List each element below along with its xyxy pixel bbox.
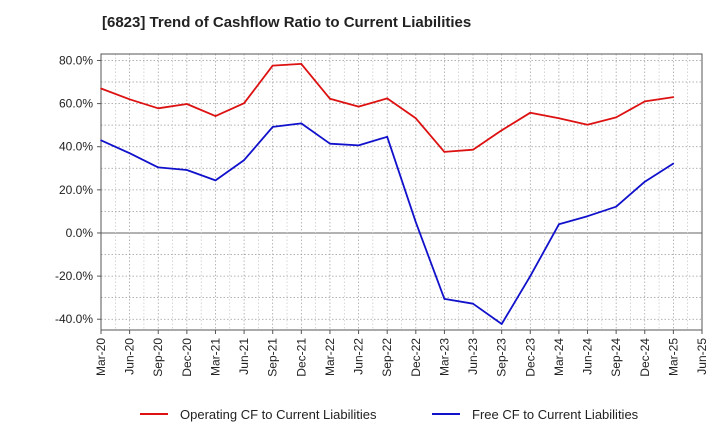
data-point — [386, 136, 388, 138]
data-point — [529, 111, 532, 114]
x-tick-label: Mar-22 — [323, 338, 337, 376]
data-point — [415, 221, 417, 223]
x-tick-label: Jun-24 — [581, 338, 595, 375]
x-tick-label: Jun-25 — [695, 338, 709, 375]
y-tick-label: 80.0% — [59, 53, 93, 67]
x-tick-label: Jun-20 — [123, 338, 137, 375]
data-point — [271, 126, 274, 128]
data-point — [357, 144, 360, 147]
data-point — [300, 122, 303, 125]
y-tick-label: 60.0% — [59, 97, 93, 111]
data-point — [472, 148, 474, 151]
x-tick-label: Sep-22 — [380, 338, 394, 377]
data-point — [672, 162, 675, 165]
data-point — [128, 98, 131, 101]
data-point — [157, 107, 160, 110]
data-point — [615, 205, 617, 208]
data-point — [643, 180, 646, 183]
x-tick-label: Jun-23 — [466, 338, 480, 375]
data-point — [214, 179, 217, 182]
data-point — [214, 115, 217, 117]
data-point — [672, 96, 675, 98]
x-tick-label: Jun-22 — [352, 338, 366, 375]
x-tick-label: Sep-23 — [495, 338, 509, 377]
data-point — [186, 103, 188, 105]
data-point — [243, 159, 245, 161]
data-point — [615, 116, 617, 119]
x-tick-label: Jun-21 — [237, 338, 251, 375]
data-point — [100, 139, 102, 142]
data-point — [329, 142, 331, 145]
x-tick-label: Dec-22 — [409, 338, 423, 377]
x-tick-label: Sep-20 — [151, 338, 165, 377]
legend-label-1: Operating CF to Current Liabilities — [180, 407, 377, 422]
data-point — [329, 98, 331, 100]
data-point — [100, 87, 102, 90]
data-point — [472, 302, 474, 305]
y-tick-label: 40.0% — [59, 140, 93, 154]
x-tick-label: Mar-23 — [437, 338, 451, 376]
chart-title: [6823] Trend of Cashflow Ratio to Curren… — [102, 14, 472, 31]
data-point — [443, 298, 446, 300]
data-point — [500, 129, 503, 132]
x-tick-label: Mar-24 — [552, 338, 566, 376]
data-point — [415, 117, 417, 120]
legend-label-2: Free CF to Current Liabilities — [472, 407, 639, 422]
x-tick-label: Sep-21 — [266, 338, 280, 377]
y-tick-label: -20.0% — [55, 269, 93, 283]
y-tick-label: -40.0% — [55, 312, 93, 326]
data-point — [586, 123, 589, 126]
data-point — [643, 100, 646, 103]
y-tick-label: 20.0% — [59, 183, 93, 197]
data-point — [586, 215, 589, 217]
y-tick-label: 0.0% — [66, 226, 94, 240]
x-tick-label: Mar-25 — [666, 338, 680, 376]
x-tick-label: Dec-20 — [180, 338, 194, 377]
x-tick-label: Mar-21 — [208, 338, 222, 376]
x-tick-label: Sep-24 — [609, 338, 623, 377]
x-tick-label: Dec-24 — [638, 338, 652, 377]
x-tick-label: Dec-21 — [294, 338, 308, 377]
data-point — [558, 223, 560, 226]
data-point — [357, 105, 360, 108]
data-point — [386, 97, 388, 100]
data-point — [443, 151, 446, 153]
x-tick-label: Dec-23 — [523, 338, 537, 377]
data-point — [271, 64, 274, 67]
data-point — [186, 169, 188, 171]
data-point — [558, 117, 560, 120]
data-point — [300, 63, 303, 65]
data-point — [157, 166, 160, 169]
data-point — [243, 102, 245, 104]
x-tick-label: Mar-20 — [94, 338, 108, 376]
data-point — [500, 323, 503, 325]
data-point — [529, 275, 532, 277]
plot-frame — [100, 53, 703, 331]
data-point — [128, 152, 131, 154]
